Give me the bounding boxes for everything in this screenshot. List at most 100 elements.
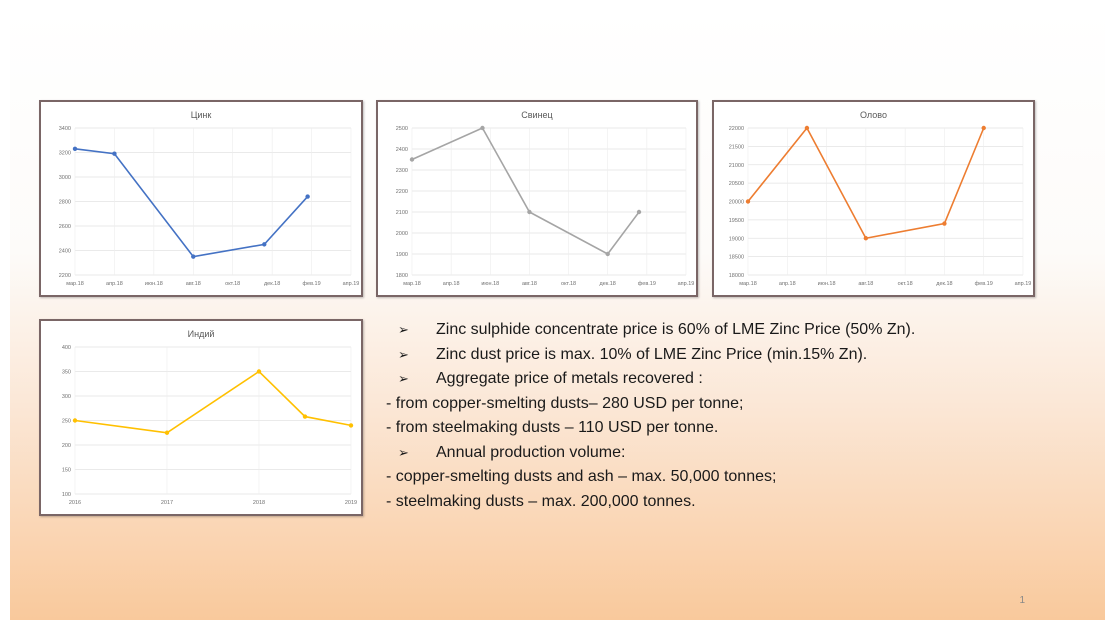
y-tick-label: 300 xyxy=(62,394,71,400)
chart-indium: Индий 100 150 200 250 300 350 400 2016 2017 2018 20… xyxy=(39,319,363,516)
chart-title: Свинец xyxy=(521,110,552,120)
data-point xyxy=(256,369,262,374)
y-tick-label: 18500 xyxy=(729,255,744,261)
y-tick-label: 1800 xyxy=(396,273,408,279)
x-tick-label: авг.18 xyxy=(522,281,537,287)
y-tick-label: 22000 xyxy=(729,126,744,132)
y-tick-label: 20000 xyxy=(729,200,744,206)
x-tick-label: окт.18 xyxy=(561,281,576,287)
data-point xyxy=(480,125,485,131)
data-point xyxy=(942,221,947,226)
x-tick-label: 2018 xyxy=(253,500,265,506)
bullet-item: - from steelmaking dusts – 110 USD per t… xyxy=(386,416,1086,441)
y-tick-label: 1900 xyxy=(396,252,408,258)
bullet-item: ➢ Aggregate price of metals recovered : xyxy=(386,367,1086,392)
bullet-text: Zinc dust price is max. 10% of LME Zinc … xyxy=(436,345,868,363)
x-tick-label: 2019 xyxy=(345,500,357,506)
data-point xyxy=(348,423,354,428)
x-tick-label: мар.18 xyxy=(66,281,84,287)
data-point xyxy=(409,157,415,162)
bullet-item: ➢ Annual production volume: xyxy=(386,441,1086,466)
y-tick-label: 2400 xyxy=(396,147,408,153)
data-point xyxy=(636,209,642,215)
x-tick-label: июн.18 xyxy=(145,281,163,287)
data-point xyxy=(305,194,310,199)
data-point xyxy=(191,254,196,259)
x-tick-label: мар.18 xyxy=(739,281,757,287)
x-tick-label: окт.18 xyxy=(225,281,240,287)
chart-title: Индий xyxy=(188,329,215,339)
bullet-list: ➢ Zinc sulphide concentrate price is 60% … xyxy=(386,318,1086,514)
x-tick-label: июн.18 xyxy=(481,281,499,287)
x-tick-label: дек.18 xyxy=(936,281,952,287)
y-tick-label: 2100 xyxy=(396,210,408,216)
bullet-item: - from copper-smelting dusts– 280 USD pe… xyxy=(386,392,1086,417)
bullet-item: ➢ Zinc dust price is max. 10% of LME Zinc… xyxy=(386,343,1086,368)
x-tick-label: апр.19 xyxy=(678,281,695,287)
bullet-text: - steelmaking dusts – max. 200,000 tonne… xyxy=(386,492,696,510)
y-tick-label: 21000 xyxy=(729,163,744,169)
bullet-text: - from copper-smelting dusts– 280 USD pe… xyxy=(386,394,744,412)
x-tick-label: фев.19 xyxy=(638,281,656,287)
y-tick-label: 200 xyxy=(62,443,71,449)
data-point xyxy=(804,125,810,131)
x-tick-label: 2016 xyxy=(69,500,81,506)
data-point xyxy=(863,236,869,241)
y-tick-label: 2500 xyxy=(396,126,408,132)
arrow-bullet-icon: ➢ xyxy=(398,346,409,362)
chart-svg: Свинец 1800 1900 2000 2100 2200 2300 2400 2500 ма… xyxy=(396,110,695,287)
y-tick-label: 2200 xyxy=(59,273,71,279)
data-point xyxy=(745,199,751,204)
chart-title: Цинк xyxy=(191,110,212,120)
y-tick-label: 2600 xyxy=(59,224,71,230)
x-tick-label: апр.18 xyxy=(779,281,796,287)
arrow-bullet-icon: ➢ xyxy=(398,322,409,337)
x-tick-label: мар.18 xyxy=(403,281,421,287)
y-tick-label: 3400 xyxy=(59,126,71,132)
y-tick-label: 100 xyxy=(62,492,71,498)
y-tick-label: 250 xyxy=(62,419,71,425)
x-tick-label: апр.19 xyxy=(343,281,360,287)
bullet-item: ➢ Zinc sulphide concentrate price is 60% … xyxy=(386,318,1086,343)
data-point xyxy=(72,146,78,152)
series-line xyxy=(74,370,352,434)
data-point xyxy=(527,209,532,215)
x-tick-label: авг.18 xyxy=(858,281,873,287)
data-point xyxy=(164,430,170,435)
x-tick-label: фев.19 xyxy=(975,281,993,287)
bullet-text: Zinc sulphide concentrate price is 60% o… xyxy=(436,321,916,338)
y-tick-label: 21500 xyxy=(729,144,744,150)
bullet-item: - steelmaking dusts – max. 200,000 tonne… xyxy=(386,490,1086,515)
chart-title: Олово xyxy=(860,110,887,120)
bullet-text: Aggregate price of metals recovered : xyxy=(436,370,703,387)
x-tick-label: апр.18 xyxy=(106,281,123,287)
y-tick-label: 19500 xyxy=(729,218,744,224)
chart-zinc: Цинк 2200 2400 2600 2800 3000 3200 3400 мар.18 ап… xyxy=(39,100,363,297)
bullet-text: Annual production volume: xyxy=(436,443,626,461)
chart-tin: Олово 18000 18500 19000 19500 20000 20500 21000… xyxy=(712,100,1035,297)
chart-svg: Олово 18000 18500 19000 19500 20000 20500 21000… xyxy=(729,110,1032,287)
y-tick-label: 3000 xyxy=(59,175,71,181)
data-point xyxy=(262,242,267,247)
y-tick-label: 3200 xyxy=(59,151,71,157)
chart-lead: Свинец 1800 1900 2000 2100 2200 2300 2400 2500 ма… xyxy=(376,100,698,297)
x-tick-label: окт.18 xyxy=(898,281,913,287)
x-tick-label: дек.18 xyxy=(600,281,616,287)
x-tick-label: 2017 xyxy=(161,500,173,506)
y-tick-label: 350 xyxy=(62,370,71,376)
bullet-text: - copper-smelting dusts and ash – max. 5… xyxy=(386,468,777,485)
y-tick-label: 19000 xyxy=(729,236,744,242)
y-tick-label: 2800 xyxy=(59,200,71,206)
chart-svg: Цинк 2200 2400 2600 2800 3000 3200 3400 мар.18 ап… xyxy=(59,110,360,287)
page-number: 1 xyxy=(1019,595,1025,606)
bullet-text: - from steelmaking dusts – 110 USD per t… xyxy=(386,419,719,436)
data-point xyxy=(981,125,986,131)
data-point xyxy=(302,414,308,419)
y-tick-label: 20500 xyxy=(729,181,744,187)
x-tick-label: апр.18 xyxy=(443,281,460,287)
y-tick-label: 400 xyxy=(62,345,71,351)
x-tick-label: дек.18 xyxy=(264,281,280,287)
series-line xyxy=(74,148,309,258)
data-point xyxy=(112,151,117,156)
arrow-bullet-icon: ➢ xyxy=(398,371,409,386)
